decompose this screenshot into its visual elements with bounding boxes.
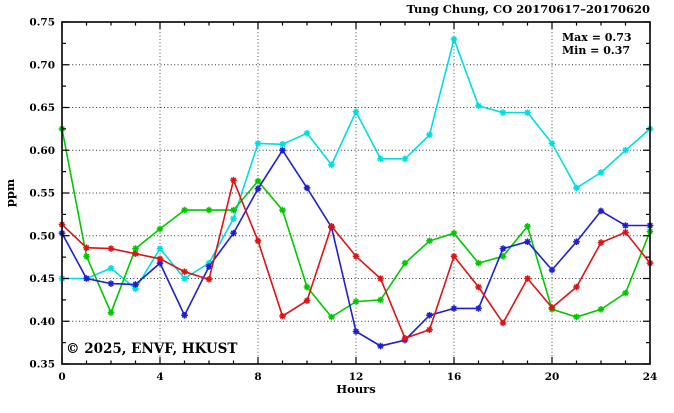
series-day-4-red [58,176,654,342]
y-tick-label: 0.75 [29,17,55,29]
x-tick-label: 16 [447,371,462,383]
grid-layer [62,22,650,364]
chart-title: Tung Chung, CO 20170617–20170620 [406,2,650,16]
y-axis-label: ppm [3,179,17,207]
y-tick-label: 0.55 [29,188,55,200]
series-markers-day-3-blue [58,146,654,350]
y-tick-label: 0.35 [29,359,55,371]
y-tick-label: 0.70 [29,59,55,71]
plot-border [61,21,651,365]
min-annotation: Min = 0.37 [562,44,630,57]
series-line-day-3-blue [61,148,650,347]
y-tick-label: 0.40 [29,316,55,328]
x-tick-label: 24 [643,371,658,383]
y-tick-label: 0.65 [29,102,55,114]
series-markers-day-4-red [58,176,654,342]
x-tick-label: 20 [545,371,560,383]
max-annotation: Max = 0.73 [562,31,632,44]
y-tick-label: 0.60 [29,145,55,157]
x-tick-label: 12 [349,371,364,383]
series-day-3-blue [58,146,654,350]
x-axis-label: Hours [336,382,375,396]
watermark: © 2025, ENVF, HKUST [66,341,237,357]
x-tick-label: 4 [156,371,163,383]
x-tick-label: 8 [254,371,261,383]
tick-label-layer: 0 4 8 12 16 20 24 0.35 0.40 0.45 0.50 0.55 0.60 0.65 0… [29,17,657,384]
y-tick-label: 0.50 [29,230,55,242]
y-tick-label: 0.45 [29,273,55,285]
x-tick-label: 0 [58,371,65,383]
